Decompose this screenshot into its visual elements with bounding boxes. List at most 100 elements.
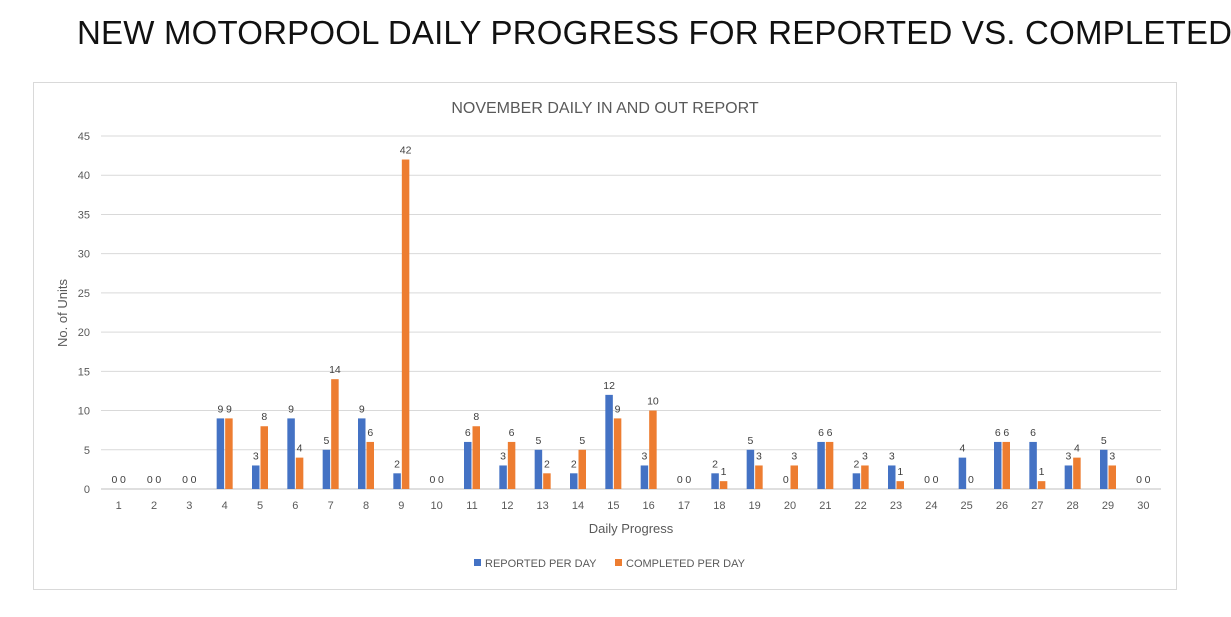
x-tick-label: 7 <box>328 500 334 512</box>
bar-reported <box>358 418 366 489</box>
page-title: NEW MOTORPOOL DAILY PROGRESS FOR REPORTE… <box>77 14 1231 51</box>
y-tick-label: 20 <box>78 327 90 339</box>
y-tick-label: 40 <box>78 170 90 182</box>
x-tick-label: 1 <box>116 500 122 512</box>
bar-reported <box>746 449 755 489</box>
bar-chart: NOVEMBER DAILY IN AND OUT REPORT 0510152… <box>55 100 1161 570</box>
data-label: 4 <box>297 443 303 455</box>
data-label: 1 <box>1039 466 1045 478</box>
x-tick-label: 3 <box>186 500 192 512</box>
data-label: 9 <box>217 403 223 415</box>
data-label: 8 <box>473 411 479 423</box>
y-tick-label: 45 <box>78 131 90 143</box>
data-label: 9 <box>359 403 365 415</box>
bar-reported <box>640 465 649 489</box>
data-label: 0 <box>147 474 153 486</box>
data-label: 3 <box>253 450 259 462</box>
data-label: 14 <box>329 364 341 376</box>
chart-frame: NOVEMBER DAILY IN AND OUT REPORT 0 5 10 15 2… <box>33 82 1177 590</box>
x-tick-label: 14 <box>572 500 584 512</box>
bar-completed <box>896 481 904 489</box>
data-label: 3 <box>1109 450 1115 462</box>
data-label: 0 <box>783 474 789 486</box>
bar-reported <box>994 441 1002 489</box>
data-label: 0 <box>933 474 939 486</box>
data-label: 3 <box>862 450 868 462</box>
y-tick-label: 25 <box>78 288 90 300</box>
bar-reported <box>605 394 613 489</box>
x-tick-label: 11 <box>466 500 477 512</box>
x-tick-label: 6 <box>292 500 298 512</box>
y-tick-label: 10 <box>78 406 90 418</box>
data-label: 10 <box>647 396 659 408</box>
data-label: 6 <box>465 427 471 439</box>
data-label: 3 <box>641 450 647 462</box>
bar-reported <box>852 473 861 489</box>
bar-completed <box>260 426 268 489</box>
data-label: 0 <box>968 474 974 486</box>
x-tick-label: 2 <box>151 500 157 512</box>
legend-label: COMPLETED PER DAY <box>626 558 746 570</box>
bar-completed <box>472 426 480 489</box>
x-tick-label: 23 <box>890 500 902 512</box>
x-tick-label: 17 <box>678 500 690 512</box>
bar-completed <box>295 457 304 489</box>
bar-completed <box>225 418 233 489</box>
data-label: 12 <box>603 380 615 392</box>
data-label: 4 <box>959 443 965 455</box>
data-label: 4 <box>1074 443 1080 455</box>
bar-reported <box>1064 465 1073 489</box>
x-axis-label: Daily Progress <box>589 521 674 536</box>
bar-reported <box>1029 441 1037 489</box>
x-tick-label: 28 <box>1067 500 1079 512</box>
data-label: 5 <box>1101 435 1107 447</box>
data-label: 3 <box>889 450 895 462</box>
x-tick-label: 18 <box>713 500 725 512</box>
bar-reported <box>393 473 401 489</box>
data-label: 0 <box>685 474 691 486</box>
data-label: 0 <box>182 474 188 486</box>
bar-completed <box>613 418 622 489</box>
data-label: 42 <box>400 145 412 157</box>
data-label: 0 <box>924 474 930 486</box>
data-label: 1 <box>897 466 903 478</box>
y-tick-label: 5 <box>84 445 90 457</box>
data-label: 0 <box>438 474 444 486</box>
y-axis-label: No. of Units <box>55 279 70 347</box>
bar-reported <box>817 441 825 489</box>
bar-reported <box>287 418 295 489</box>
bar-completed <box>649 410 657 489</box>
data-label: 2 <box>712 458 718 470</box>
bars <box>216 159 1116 489</box>
x-tick-label: 21 <box>819 500 831 512</box>
data-label: 0 <box>155 474 161 486</box>
data-label: 0 <box>111 474 117 486</box>
x-tick-label: 26 <box>996 500 1008 512</box>
data-label: 3 <box>756 450 762 462</box>
bar-reported <box>252 465 260 489</box>
x-tick-label: 30 <box>1137 500 1149 512</box>
bar-completed <box>790 465 798 489</box>
x-tick-label: 9 <box>398 500 404 512</box>
data-label: 2 <box>394 458 400 470</box>
bar-completed <box>507 441 516 489</box>
gridlines <box>101 135 1161 490</box>
legend-swatch <box>615 559 622 566</box>
bar-reported <box>464 441 472 489</box>
data-label: 1 <box>721 466 727 478</box>
data-label: 6 <box>995 427 1001 439</box>
bar-completed <box>719 481 728 489</box>
legend: REPORTED PER DAY COMPLETED PER DAY <box>474 558 746 570</box>
data-label: 0 <box>1145 474 1151 486</box>
data-label: 8 <box>261 411 267 423</box>
x-tick-label: 19 <box>749 500 761 512</box>
bar-reported <box>888 465 896 489</box>
bar-completed <box>825 441 834 489</box>
data-label: 2 <box>853 458 859 470</box>
bar-completed <box>861 465 869 489</box>
bar-reported <box>534 449 543 489</box>
bar-completed <box>578 449 586 489</box>
x-tick-label: 22 <box>855 500 867 512</box>
x-tick-label: 13 <box>537 500 549 512</box>
